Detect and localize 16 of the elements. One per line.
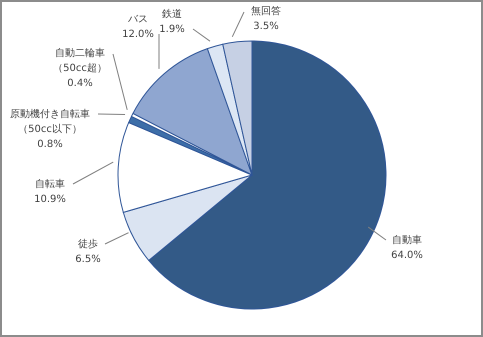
slice-label: 原動機付き自転車（50cc以下） (10, 108, 90, 135)
data-label: 0.4% (67, 78, 93, 89)
data-label: 0.8% (37, 139, 63, 150)
data-label: 12.0% (122, 29, 154, 40)
data-label: 6.5% (75, 254, 101, 265)
data-label: 1.9% (159, 24, 185, 35)
data-label: 10.9% (34, 194, 66, 205)
slice-label: 鉄道 (162, 8, 182, 20)
slice-label: 自転車 (35, 178, 65, 190)
slice-label: 徒歩 (78, 238, 98, 250)
data-label: 64.0% (391, 250, 423, 261)
slice-label: バス (127, 14, 148, 25)
slice-label: 無回答 (251, 5, 281, 17)
data-label: 3.5% (253, 21, 279, 32)
slice-label: 自動車 (392, 234, 422, 246)
slice-label: 自動二輪車（50cc超） (53, 47, 107, 74)
